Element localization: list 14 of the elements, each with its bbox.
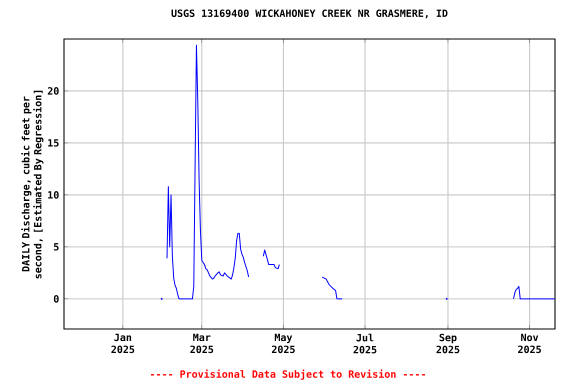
y-axis-title: DAILY Discharge, cubic feet per second, [Estimated By Regression]	[21, 90, 44, 278]
x-tick-label: Jan 2025	[111, 334, 134, 354]
x-tick-label: Jul 2025	[354, 334, 376, 354]
y-tick-label: 5	[54, 243, 59, 251]
x-tick-label: Nov 2025	[518, 334, 541, 354]
y-tick-label: 15	[48, 139, 59, 147]
y-tick-label: 0	[54, 294, 59, 303]
text: ---- Provisional Data Subject to Revision ----	[150, 369, 425, 380]
y-tick-label: 20	[48, 87, 59, 95]
y-tick-label: 10	[48, 191, 59, 199]
x-tick-label: May 2025	[272, 334, 295, 354]
x-tick-label: Sep 2025	[436, 334, 460, 354]
chart-title: USGS 13169400 WICKAHONEY CREEK NR GRASMERE, ID	[172, 9, 448, 18]
x-tick-label: Mar 2025	[190, 334, 214, 354]
